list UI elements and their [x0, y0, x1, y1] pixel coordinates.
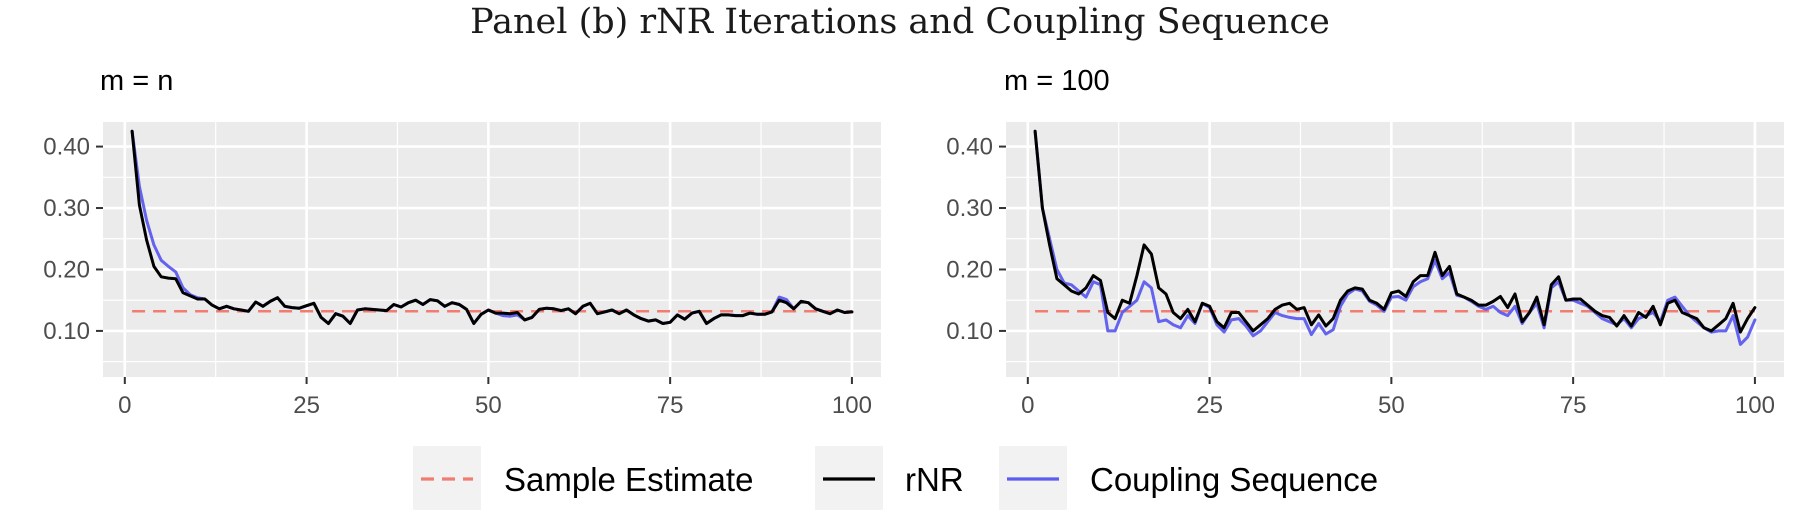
y-tick-label: 0.10 — [946, 318, 993, 345]
x-tick-label: 25 — [293, 392, 320, 419]
x-tick-label: 50 — [475, 392, 502, 419]
y-tick-label: 0.40 — [43, 134, 90, 161]
y-tick-label: 0.20 — [43, 256, 90, 283]
panel-title: m = 100 — [1004, 65, 1110, 97]
x-tick-label: 0 — [1021, 392, 1034, 419]
plot-background — [103, 122, 881, 377]
panel-m-equals-n: m = n 0 25 50 75 100 0.10 0.20 0.30 0.40 — [43, 65, 881, 419]
y-tick-label: 0.20 — [946, 256, 993, 283]
y-tick-label: 0.10 — [43, 318, 90, 345]
x-tick-label: 100 — [832, 392, 872, 419]
x-tick-label: 75 — [1560, 392, 1587, 419]
x-tick-label: 25 — [1196, 392, 1223, 419]
coupling-sequence-series-line — [1033, 129, 1757, 346]
y-tick-label: 0.40 — [946, 134, 993, 161]
y-tick-label: 0.30 — [946, 195, 993, 222]
x-tick-label: 100 — [1735, 392, 1775, 419]
chart-title: Panel (b) rNR Iterations and Coupling Se… — [470, 2, 1330, 42]
rnr-series-line — [130, 129, 854, 325]
legend-label: Coupling Sequence — [1090, 461, 1378, 498]
legend-label: Sample Estimate — [504, 461, 753, 498]
rnr-series-line — [1033, 129, 1757, 334]
x-tick-label: 75 — [657, 392, 684, 419]
legend-label: rNR — [905, 461, 964, 498]
x-tick-label: 50 — [1378, 392, 1405, 419]
panel-m-equals-100: m = 100 0 25 50 75 100 0.10 0.20 0.30 0.40 — [946, 65, 1784, 419]
legend: Sample Estimate rNR Coupling Sequence — [413, 446, 1378, 510]
x-tick-label: 0 — [118, 392, 131, 419]
y-tick-label: 0.30 — [43, 195, 90, 222]
plot-background — [1006, 122, 1784, 377]
panel-title: m = n — [100, 65, 173, 97]
